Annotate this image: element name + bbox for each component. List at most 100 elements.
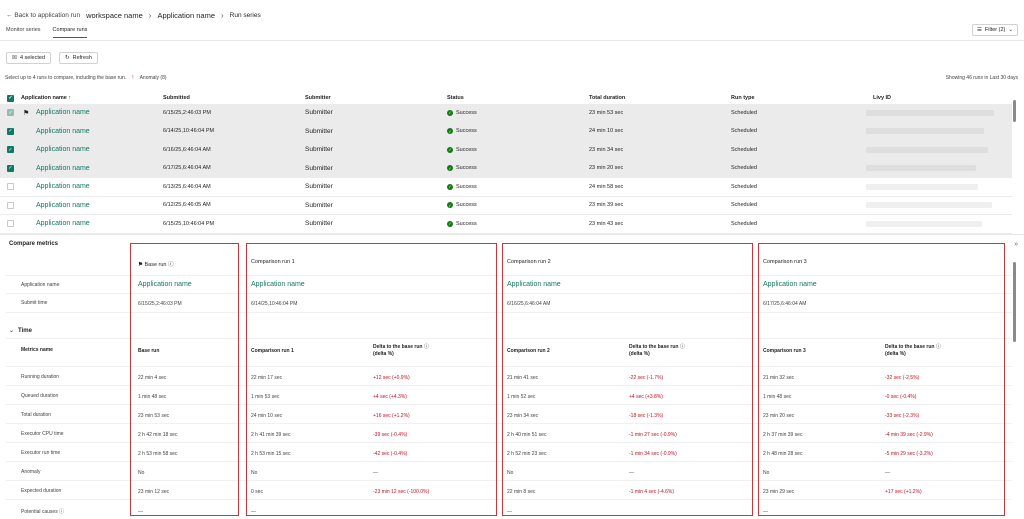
back-link-label[interactable]: Back to application run bbox=[14, 11, 81, 19]
back-link[interactable]: ← Back to application run bbox=[6, 11, 81, 19]
row-label-submit-time: Submit time bbox=[21, 300, 48, 306]
column-run-type[interactable]: Run type bbox=[731, 95, 755, 101]
row-submitter: Submitter bbox=[305, 109, 333, 117]
table-row[interactable]: Application name 6/12/25,6:46:05 AM Submit… bbox=[0, 197, 1012, 215]
row-app-name[interactable]: Application name bbox=[36, 220, 90, 228]
row-status-label: Success bbox=[456, 165, 477, 172]
delta-value: -39 sec (-0.4%) bbox=[373, 432, 408, 438]
table-row[interactable]: Application name 6/15/25,10:46:04 PM Submi… bbox=[0, 215, 1012, 234]
base-metric-value: 2 h 53 min 58 sec bbox=[138, 451, 178, 457]
compare-scrollbar[interactable] bbox=[1013, 262, 1016, 342]
column-application-name[interactable]: Application name ↑ bbox=[21, 92, 71, 104]
info-icon[interactable]: ⓘ bbox=[59, 509, 65, 515]
delta-header-sub: (delta %) bbox=[885, 351, 906, 357]
row-app-name[interactable]: Application name bbox=[36, 164, 90, 172]
base-metric-value: — bbox=[138, 509, 143, 515]
collapse-icon[interactable]: » bbox=[1014, 241, 1018, 248]
metric-label-text: Potential causes bbox=[21, 509, 58, 515]
row-run-type: Scheduled bbox=[731, 220, 757, 227]
base-run-app-name[interactable]: Application name bbox=[138, 281, 192, 288]
info-icon[interactable]: ⓘ bbox=[423, 344, 429, 350]
row-app-name[interactable]: Application name bbox=[36, 183, 90, 191]
table-row[interactable]: ✓ ⚑ Application name 6/15/25,2:46:03 PM Subm… bbox=[0, 104, 1012, 123]
info-icon[interactable]: ⓘ bbox=[935, 344, 941, 350]
comparison-run-app-name[interactable]: Application name bbox=[763, 281, 817, 288]
refresh-button[interactable]: ↻ Refresh bbox=[59, 52, 98, 64]
row-app-name[interactable]: Application name bbox=[36, 127, 90, 135]
row-checkbox[interactable] bbox=[7, 220, 14, 228]
comparison-metric-value: 2 h 48 min 28 sec bbox=[763, 451, 803, 457]
row-divider bbox=[6, 338, 1012, 339]
column-total-duration[interactable]: Total duration bbox=[589, 95, 626, 101]
delta-value: -33 sec (-2.3%) bbox=[885, 413, 920, 419]
column-livy-id[interactable]: Livy ID bbox=[873, 95, 892, 101]
selection-hint: Select up to 4 runs to compare, includin… bbox=[5, 75, 167, 81]
comparison-metric-value: 2 h 41 min 39 sec bbox=[251, 432, 291, 438]
metrics-name-header: Metrics name bbox=[21, 347, 53, 353]
flag-icon: ⚑ bbox=[23, 109, 30, 117]
comparison-run-app-name[interactable]: Application name bbox=[507, 281, 561, 288]
breadcrumb-app[interactable]: Application name bbox=[157, 10, 215, 20]
delta-value: +12 sec (+0.9%) bbox=[373, 375, 410, 381]
tab-compare-runs[interactable]: Compare runs bbox=[52, 27, 88, 38]
comparison-metric-value: 2 h 52 min 23 sec bbox=[507, 451, 547, 457]
row-status-label: Success bbox=[456, 183, 477, 190]
row-run-type: Scheduled bbox=[731, 165, 757, 172]
sort-ascending-icon: ↑ bbox=[68, 95, 72, 101]
row-app-name[interactable]: Application name bbox=[36, 201, 90, 209]
tab-monitor-series[interactable]: Monitor series bbox=[6, 27, 41, 33]
filter-label: Filter (2) bbox=[984, 27, 1006, 33]
comparison-metric-value: 2 h 53 min 15 sec bbox=[251, 451, 291, 457]
comparison-metric-value: 21 min 32 sec bbox=[763, 375, 795, 381]
time-section-toggle[interactable]: ⌄ Time bbox=[9, 327, 32, 335]
breadcrumb-workspace[interactable]: workspace name bbox=[86, 10, 143, 20]
column-submitted[interactable]: Submitted bbox=[163, 95, 190, 101]
refresh-icon: ↻ bbox=[65, 55, 70, 61]
row-divider bbox=[6, 461, 1012, 462]
select-all-checkbox[interactable]: ✓ bbox=[7, 94, 14, 102]
table-row[interactable]: Application name 6/13/25,6:46:04 AM Submit… bbox=[0, 178, 1012, 197]
row-status: ✓ Success bbox=[447, 178, 477, 196]
comparison-metric-value: 1 min 48 sec bbox=[763, 394, 792, 400]
comparison-run-app-name[interactable]: Application name bbox=[251, 281, 305, 288]
row-status-label: Success bbox=[456, 128, 477, 135]
row-submitter: Submitter bbox=[305, 183, 333, 191]
selected-count-button[interactable]: ☒ 4 selected bbox=[6, 52, 52, 64]
row-divider bbox=[6, 385, 1012, 386]
filter-button[interactable]: ☰ Filter (2) ⌄ bbox=[972, 24, 1018, 36]
table-scrollbar[interactable] bbox=[1013, 100, 1016, 122]
table-row[interactable]: ✓ Application name 6/14/25,10:46:04 PM Subm… bbox=[0, 122, 1012, 141]
table-row[interactable]: ✓ Application name 6/17/25,6:46:04 AM Submi… bbox=[0, 159, 1012, 178]
row-checkbox[interactable]: ✓ bbox=[7, 127, 14, 135]
delta-value: -32 sec (-2.5%) bbox=[885, 375, 920, 381]
table-row[interactable]: ✓ Application name 6/16/25,6:46:04 AM Submi… bbox=[0, 141, 1012, 160]
row-status: ✓ Success bbox=[447, 104, 477, 122]
info-icon[interactable]: ⓘ bbox=[679, 344, 685, 350]
base-metric-value: 22 min 4 sec bbox=[138, 375, 167, 381]
row-livy-id-redacted bbox=[866, 183, 978, 190]
delta-header-label: Delta to the base run bbox=[373, 344, 423, 350]
row-divider bbox=[6, 293, 1012, 294]
base-metric-value: 1 min 48 sec bbox=[138, 394, 167, 400]
row-app-name[interactable]: Application name bbox=[36, 109, 90, 117]
comparison-metric-value: 2 h 40 min 51 sec bbox=[507, 432, 547, 438]
info-icon[interactable]: ⓘ bbox=[168, 262, 174, 268]
delta-value: +4 sec (+3.8%) bbox=[629, 394, 663, 400]
row-checkbox[interactable]: ✓ bbox=[7, 146, 14, 154]
comparison-run-title: Comparison run 3 bbox=[763, 259, 807, 265]
comparison-metric-value: 21 min 41 sec bbox=[507, 375, 539, 381]
row-checkbox[interactable]: ✓ bbox=[7, 109, 14, 117]
comparison-metric-value: 22 min 17 sec bbox=[251, 375, 283, 381]
row-checkbox[interactable]: ✓ bbox=[7, 164, 14, 172]
row-submitter: Submitter bbox=[305, 164, 333, 172]
runs-table-header: ✓ Application name ↑ Submitted Submitter… bbox=[0, 92, 1012, 104]
divider bbox=[0, 40, 1024, 41]
column-submitter[interactable]: Submitter bbox=[305, 95, 331, 101]
base-metric-value: 23 min 12 sec bbox=[138, 489, 170, 495]
row-checkbox[interactable] bbox=[7, 183, 14, 191]
anomaly-count[interactable]: Anomaly (8) bbox=[139, 75, 167, 81]
column-status[interactable]: Status bbox=[447, 95, 464, 101]
row-run-type: Scheduled bbox=[731, 128, 757, 135]
row-app-name[interactable]: Application name bbox=[36, 146, 90, 154]
row-checkbox[interactable] bbox=[7, 201, 14, 209]
